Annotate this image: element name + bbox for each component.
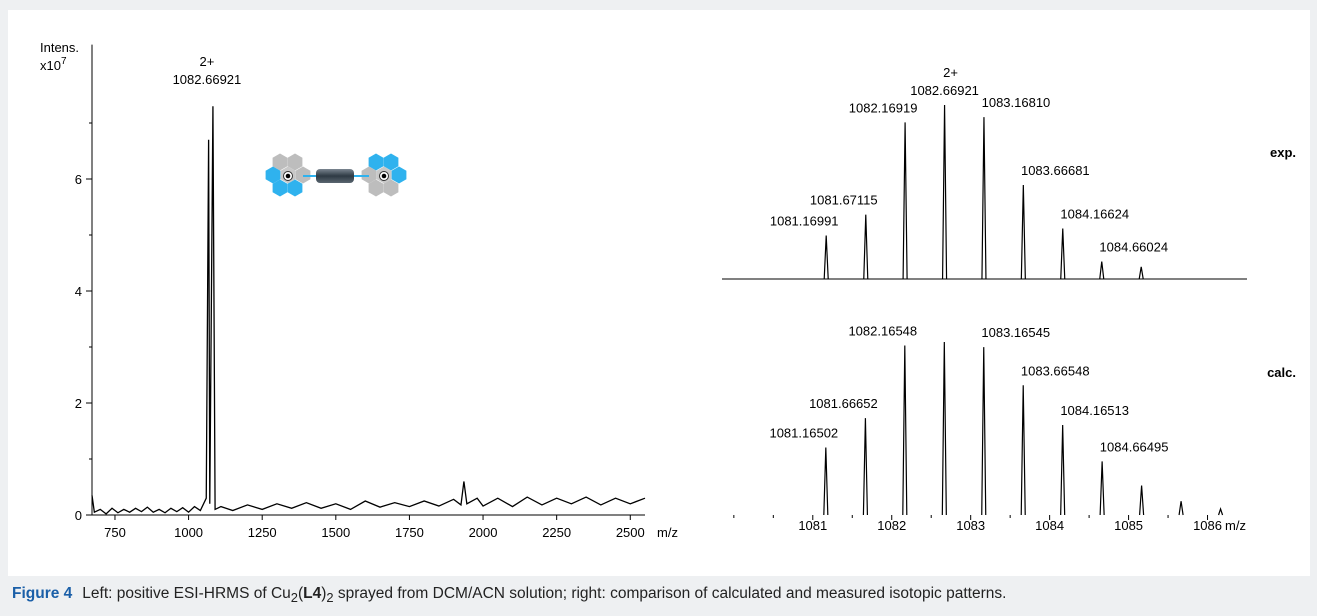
peak bbox=[1061, 425, 1065, 515]
caption-text: Left: positive ESI-HRMS of Cu bbox=[82, 585, 290, 602]
peak bbox=[943, 105, 947, 279]
y-axis-label: Intens. bbox=[40, 40, 79, 55]
x-tick-label: 2500 bbox=[616, 525, 645, 540]
peak-label: 1082.16919 bbox=[849, 100, 918, 115]
peak-label: 1081.67115 bbox=[810, 193, 878, 208]
peak bbox=[824, 448, 828, 515]
x-tick-label: 1084 bbox=[1035, 518, 1064, 533]
peak-label: 1081.16991 bbox=[770, 214, 839, 229]
peak-label: 1083.66681 bbox=[1021, 163, 1090, 178]
caption-text: sprayed from DCM/ACN solution; right: co… bbox=[334, 585, 1007, 602]
x-axis-label: m/z bbox=[657, 525, 678, 540]
figure-label: Figure 4 bbox=[12, 585, 72, 602]
caption-text: 2 bbox=[291, 590, 298, 605]
peak-label: 1083.16545 bbox=[981, 325, 1050, 340]
y-tick-label: 4 bbox=[75, 284, 82, 299]
x-tick-label: 1000 bbox=[174, 525, 203, 540]
x-tick-label: 1750 bbox=[395, 525, 424, 540]
peak bbox=[864, 215, 868, 279]
x-tick-label: 2250 bbox=[542, 525, 571, 540]
panel-label: calc. bbox=[1267, 365, 1296, 380]
peak bbox=[903, 345, 907, 515]
peak bbox=[903, 122, 907, 279]
x-tick-label: 1500 bbox=[321, 525, 350, 540]
y-tick-label: 6 bbox=[75, 172, 82, 187]
figure: 0 2 4 6 750 1000 1250 1500 1750 2000 2250 2500 m/z In… bbox=[0, 0, 1317, 580]
peak-label: 1082.66921 bbox=[173, 72, 242, 87]
peak bbox=[1140, 486, 1144, 515]
peak-label: 1084.66024 bbox=[1099, 240, 1168, 255]
peak-label: 1084.16513 bbox=[1060, 403, 1129, 418]
y-multiplier-exponent: 7 bbox=[61, 56, 67, 67]
caption-text: L4 bbox=[303, 585, 321, 602]
x-tick-label: 1086 bbox=[1193, 518, 1222, 533]
y-multiplier: x107 bbox=[40, 56, 67, 73]
peak bbox=[1139, 267, 1143, 279]
peak bbox=[824, 236, 828, 280]
panel-label: exp. bbox=[1270, 145, 1296, 160]
page: 0 2 4 6 750 1000 1250 1500 1750 2000 2250 2500 m/z In… bbox=[0, 0, 1317, 616]
peak-label: 1081.16502 bbox=[769, 426, 838, 441]
peak bbox=[1021, 185, 1025, 279]
peak-charge: 2+ bbox=[943, 65, 958, 80]
y-multiplier-base: x10 bbox=[40, 58, 61, 73]
x-tick-label: 1081 bbox=[798, 518, 827, 533]
y-tick-label: 0 bbox=[75, 508, 82, 523]
x-tick-label: 1085 bbox=[1114, 518, 1143, 533]
peak bbox=[1021, 385, 1025, 515]
peak-label: 1083.66548 bbox=[1021, 363, 1090, 378]
x-tick-label: 750 bbox=[104, 525, 126, 540]
peak bbox=[1061, 229, 1065, 279]
peak-label: 1081.66652 bbox=[809, 396, 878, 411]
peak bbox=[982, 347, 986, 515]
peak-label: 1082.16548 bbox=[848, 323, 917, 338]
peak bbox=[1219, 509, 1223, 515]
x-tick-label: 1082 bbox=[877, 518, 906, 533]
peak bbox=[982, 117, 986, 279]
x-tick-label: 1250 bbox=[248, 525, 277, 540]
caption-text: 2 bbox=[326, 590, 333, 605]
peak bbox=[863, 418, 867, 515]
x-tick-label: 1083 bbox=[956, 518, 985, 533]
y-tick-label: 2 bbox=[75, 396, 82, 411]
molecule-icon bbox=[266, 154, 407, 197]
peak bbox=[1100, 461, 1104, 515]
x-axis-label: m/z bbox=[1225, 518, 1246, 533]
peak-charge: 2+ bbox=[200, 54, 215, 69]
peak bbox=[1179, 501, 1183, 515]
peak-label: 1084.16624 bbox=[1060, 207, 1129, 222]
peak-label: 1082.66921 bbox=[910, 83, 979, 98]
peak-label: 1084.66495 bbox=[1100, 439, 1169, 454]
peak bbox=[1100, 262, 1104, 279]
x-tick-label: 2000 bbox=[469, 525, 498, 540]
peak bbox=[942, 342, 946, 515]
peak-label: 1083.16810 bbox=[982, 95, 1051, 110]
